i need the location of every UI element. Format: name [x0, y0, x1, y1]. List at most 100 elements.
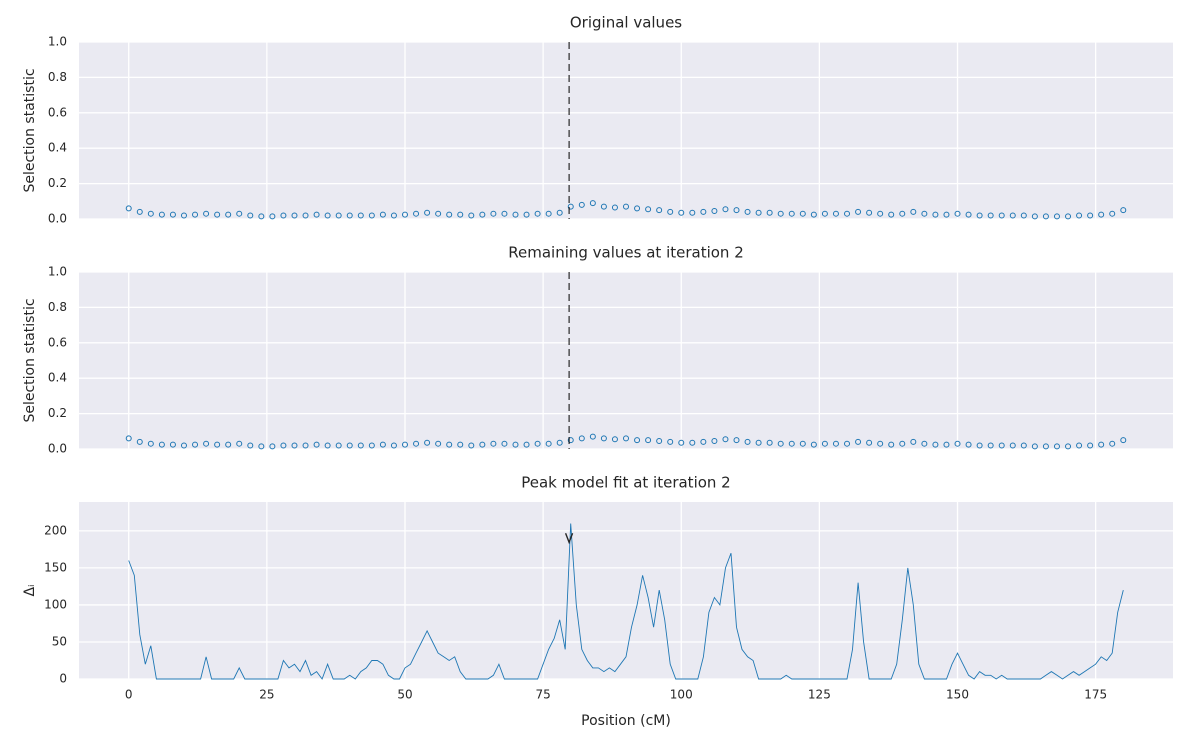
point — [1065, 443, 1072, 450]
point — [689, 209, 696, 216]
point — [136, 438, 143, 445]
point — [1087, 442, 1094, 449]
point — [578, 435, 585, 442]
point — [877, 440, 884, 447]
point — [611, 436, 618, 443]
point — [667, 438, 674, 445]
panel: Peak model fit at iteration 2 Δᵢ Position … — [22, 474, 1173, 729]
point — [755, 439, 762, 446]
point — [810, 441, 817, 448]
point — [158, 211, 165, 218]
point — [722, 436, 729, 443]
point — [147, 210, 154, 217]
point — [645, 437, 652, 444]
point — [567, 437, 574, 444]
plot-background — [79, 502, 1173, 679]
point — [976, 212, 983, 219]
point — [169, 441, 176, 448]
point — [1098, 211, 1105, 218]
point — [280, 442, 287, 449]
point — [1031, 213, 1038, 220]
point — [512, 211, 519, 218]
point — [556, 209, 563, 216]
point — [722, 206, 729, 213]
point — [313, 441, 320, 448]
point — [821, 440, 828, 447]
point — [799, 210, 806, 217]
x-axis-label: Position (cM) — [581, 713, 671, 729]
point — [390, 442, 397, 449]
point — [236, 440, 243, 447]
point — [180, 212, 187, 219]
y-axis-label: Δᵢ — [22, 584, 38, 596]
panel-title: Peak model fit at iteration 2 — [521, 474, 730, 492]
point — [656, 207, 663, 214]
point — [634, 437, 641, 444]
y-tick-label: 50 — [52, 634, 67, 648]
x-tick-label: 0 — [125, 688, 133, 702]
point — [435, 210, 442, 217]
point — [468, 212, 475, 219]
point — [236, 210, 243, 217]
y-tick-label: 0.4 — [48, 371, 67, 385]
point — [954, 440, 961, 447]
point — [744, 208, 751, 215]
point — [777, 210, 784, 217]
point — [401, 211, 408, 218]
point — [501, 440, 508, 447]
point — [788, 210, 795, 217]
point — [125, 435, 132, 442]
y-tick-label: 0.8 — [48, 70, 67, 84]
point — [733, 207, 740, 214]
y-tick-label: 100 — [44, 597, 67, 611]
point — [225, 211, 232, 218]
point — [844, 210, 851, 217]
point — [656, 438, 663, 445]
y-tick-label: 0.0 — [48, 212, 67, 226]
point — [214, 211, 221, 218]
point — [158, 441, 165, 448]
x-tick-label: 175 — [1084, 688, 1107, 702]
y-tick-label: 0.2 — [48, 176, 67, 190]
point — [457, 441, 464, 448]
point — [1076, 212, 1083, 219]
point — [711, 438, 718, 445]
point — [832, 440, 839, 447]
y-tick-label: 0.8 — [48, 300, 67, 314]
y-axis-label: Selection statistic — [22, 68, 38, 192]
point — [346, 212, 353, 219]
point — [932, 441, 939, 448]
point — [667, 208, 674, 215]
point — [766, 209, 773, 216]
point — [678, 439, 685, 446]
point — [203, 440, 210, 447]
point — [611, 204, 618, 211]
point — [468, 442, 475, 449]
point — [910, 208, 917, 215]
point — [821, 210, 828, 217]
point — [545, 440, 552, 447]
point — [291, 212, 298, 219]
x-tick-label: 50 — [397, 688, 412, 702]
point — [346, 442, 353, 449]
point — [413, 210, 420, 217]
point — [810, 211, 817, 218]
point — [678, 209, 685, 216]
point — [600, 435, 607, 442]
point — [755, 209, 762, 216]
point — [501, 210, 508, 217]
point — [169, 211, 176, 218]
point — [324, 212, 331, 219]
point — [943, 441, 950, 448]
point — [413, 440, 420, 447]
point — [987, 442, 994, 449]
point — [1109, 210, 1116, 217]
point — [932, 211, 939, 218]
y-axis-label: Selection statistic — [22, 298, 38, 422]
point — [368, 212, 375, 219]
panel: Remaining values at iteration 2 Selection… — [22, 244, 1173, 456]
point — [357, 212, 364, 219]
point — [368, 442, 375, 449]
point — [634, 205, 641, 212]
